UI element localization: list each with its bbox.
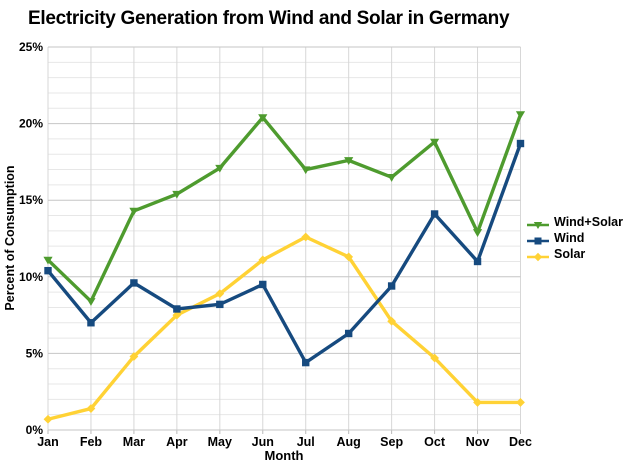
legend-item-solar: Solar [527, 246, 623, 262]
y-tick-label: 15% [19, 193, 43, 207]
data-point-triangle [172, 190, 182, 199]
x-tick-label: Nov [466, 435, 490, 449]
data-point-square [516, 139, 525, 148]
data-point-triangle [43, 256, 53, 265]
data-point-square [430, 210, 439, 218]
data-point-diamond [430, 353, 439, 363]
x-tick-label: Dec [509, 435, 532, 449]
y-tick-label: 25% [19, 40, 43, 54]
legend-label-wind-solar: Wind+Solar [554, 215, 623, 229]
legend: Wind+Solar Wind Solar [527, 214, 623, 262]
x-axis-title: Month [264, 448, 304, 463]
x-tick-label: Jan [37, 435, 59, 449]
data-point-square [473, 257, 482, 266]
y-tick-label: 0% [26, 423, 44, 437]
legend-label-wind: Wind [554, 231, 585, 245]
data-point-triangle [429, 138, 440, 147]
data-point-diamond [344, 252, 354, 262]
legend-label-solar: Solar [554, 247, 586, 261]
diamond-marker-icon [527, 249, 549, 262]
y-tick-label: 10% [19, 270, 43, 284]
data-point-triangle [215, 164, 225, 173]
data-point-triangle [301, 166, 311, 175]
y-tick-label: 5% [26, 346, 44, 360]
legend-item-wind-solar: Wind+Solar [527, 214, 623, 230]
data-point-diamond [301, 232, 311, 242]
data-point-diamond [516, 398, 525, 407]
data-point-square [387, 282, 396, 290]
x-tick-label: Jul [297, 435, 315, 449]
data-point-triangle [344, 157, 354, 165]
x-tick-label: Apr [166, 435, 188, 449]
chart-title: Electricity Generation from Wind and Sol… [28, 8, 510, 29]
data-point-triangle [86, 298, 96, 306]
data-point-triangle [387, 174, 397, 182]
series-line-wind [46, 141, 523, 366]
data-point-triangle [472, 229, 483, 237]
x-tick-label: Sep [380, 435, 403, 449]
data-point-diamond [258, 255, 268, 265]
data-point-triangle [515, 111, 526, 120]
data-point-triangle [129, 207, 139, 216]
data-point-square [130, 279, 138, 287]
data-point-square [344, 329, 353, 338]
data-point-diamond [172, 310, 182, 320]
x-tick-label: Aug [337, 435, 361, 449]
data-point-diamond [43, 414, 53, 424]
data-point-square [173, 305, 181, 313]
data-point-diamond [387, 316, 397, 326]
x-tick-label: Oct [424, 435, 446, 449]
data-point-diamond [215, 289, 225, 299]
series-line-solar [46, 235, 523, 421]
data-point-square [44, 266, 52, 275]
series-line-wind-solar [46, 112, 523, 305]
data-point-diamond [86, 404, 96, 413]
x-tick-label: May [208, 435, 232, 449]
data-point-square [216, 300, 224, 309]
triangle-down-marker-icon [527, 217, 549, 229]
x-tick-label: Jun [252, 435, 274, 449]
square-marker-icon [527, 233, 549, 245]
data-point-square [259, 280, 267, 289]
data-point-diamond [473, 398, 482, 407]
data-point-square [87, 319, 95, 327]
data-point-diamond [129, 352, 139, 361]
legend-item-wind: Wind [527, 230, 623, 246]
y-tick-label: 20% [19, 117, 43, 131]
data-point-triangle [258, 114, 268, 123]
data-point-square [302, 358, 310, 367]
x-tick-label: Feb [80, 435, 103, 449]
x-tick-label: Mar [123, 435, 145, 449]
